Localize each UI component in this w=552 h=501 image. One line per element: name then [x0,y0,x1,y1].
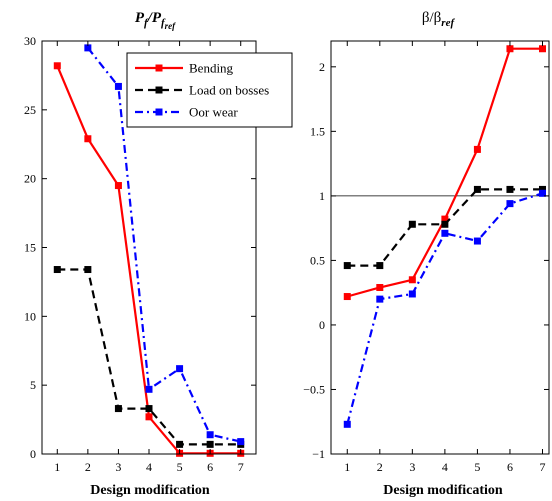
data-point [408,276,416,284]
y-tick-label: −1 [312,447,325,461]
x-tick-label: 4 [442,460,448,474]
data-point [145,405,153,413]
data-point [376,262,384,270]
series-line [87,47,241,443]
x-tick-label: 1 [54,460,60,474]
x-tick-label: 5 [474,460,480,474]
data-point [206,431,214,439]
legend-marker [155,108,163,116]
legend: Bending Load on bosses Oor wear [126,52,293,128]
series-load-on-bosses [343,185,546,270]
data-point [538,185,546,193]
data-point [506,200,514,208]
data-point [538,189,546,197]
data-point [506,185,514,193]
x-tick-label: 2 [377,460,383,474]
x-axis-label: Design modification [90,483,210,498]
y-tick-label: 1.5 [310,124,325,138]
y-tick-label: 5 [30,378,36,392]
data-point [84,266,92,274]
data-point [176,365,184,373]
x-tick-label: 2 [85,460,91,474]
legend-label: Load on bosses [189,83,269,98]
data-point [343,262,351,270]
y-tick-label: 0 [319,318,325,332]
data-point [441,229,449,237]
y-tick-label: 0.5 [310,253,325,267]
data-point [84,44,92,52]
y-tick-label: 25 [24,103,36,117]
data-point [343,293,351,301]
x-tick-label: 7 [238,460,244,474]
chart-title: β/βref [422,10,456,29]
legend-item: Load on bosses [135,83,269,98]
chart-title: Pf/Pfref [135,10,176,31]
series-oor-wear [343,189,546,428]
legend-label: Bending [189,61,234,76]
data-point [343,420,351,428]
y-tick-label: 15 [24,241,36,255]
legend-marker [155,86,163,94]
legend-item: Bending [135,61,234,76]
data-point [441,220,449,228]
data-point [176,440,184,448]
data-point [114,82,122,90]
data-point [473,145,481,153]
y-tick-label: 20 [24,172,36,186]
data-point [84,135,92,143]
data-point [376,284,384,292]
data-point [114,182,122,190]
y-tick-label: 30 [24,34,36,48]
x-tick-label: 4 [146,460,152,474]
data-point [473,185,481,193]
y-tick-label: 2 [319,60,325,74]
series-line [347,47,543,298]
y-tick-label: 0 [30,447,36,461]
chart-beta-ratio: β/βref Design modification 1 2 3 4 5 6 7 −1 −0.5… [303,10,550,498]
x-axis-label: Design modification [383,483,503,498]
chart-pf-ratio: Pf/Pfref Design modification 1 2 3 4 5 6 7 0 5 10… [24,10,293,498]
data-point [206,440,214,448]
series-bending [343,45,546,301]
x-tick-label: 1 [344,460,350,474]
y-tick-label: 10 [24,309,36,323]
legend-marker [155,64,163,72]
data-point [114,405,122,413]
data-point [538,45,546,53]
legend-item: Oor wear [135,105,238,120]
data-point [506,45,514,53]
x-tick-label: 6 [507,460,513,474]
legend-label: Oor wear [189,105,238,120]
x-tick-label: 5 [177,460,183,474]
data-point [376,295,384,303]
data-point [145,385,153,393]
data-point [53,266,61,274]
x-tick-label: 6 [207,460,213,474]
data-point [408,290,416,298]
series-load-on-bosses [53,266,245,448]
plot-area [330,40,550,455]
series-oor-wear [84,44,245,446]
x-tick-label: 7 [539,460,545,474]
data-point [145,413,153,421]
x-tick-label: 3 [409,460,415,474]
data-point [53,62,61,70]
data-point [237,438,245,446]
series-line [346,192,543,425]
y-tick-label: 1 [319,189,325,203]
x-tick-label: 3 [115,460,121,474]
y-tick-label: −0.5 [303,382,325,396]
data-point [441,215,449,223]
data-point [473,237,481,245]
data-point [408,220,416,228]
